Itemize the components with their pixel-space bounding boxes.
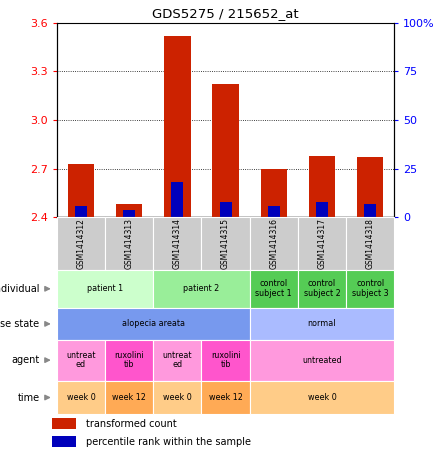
Title: GDS5275 / 215652_at: GDS5275 / 215652_at: [152, 7, 299, 20]
Bar: [153, 217, 201, 270]
Text: GSM1414312: GSM1414312: [77, 218, 85, 269]
Bar: [153, 340, 201, 381]
Bar: [52, 436, 76, 447]
Bar: [201, 217, 250, 270]
Text: alopecia areata: alopecia areata: [122, 319, 185, 328]
Bar: [57, 340, 105, 381]
Bar: [164, 36, 191, 217]
Text: week 0: week 0: [67, 393, 95, 402]
Text: percentile rank within the sample: percentile rank within the sample: [86, 437, 251, 447]
Text: GSM1414314: GSM1414314: [173, 218, 182, 269]
Bar: [57, 308, 250, 340]
Text: week 0: week 0: [307, 393, 336, 402]
Bar: [261, 169, 287, 217]
Bar: [250, 340, 394, 381]
Bar: [309, 156, 335, 217]
Text: control
subject 3: control subject 3: [352, 280, 389, 298]
Bar: [346, 270, 394, 308]
Text: week 12: week 12: [112, 393, 146, 402]
Text: individual: individual: [0, 284, 39, 294]
Bar: [57, 381, 105, 414]
Bar: [212, 84, 239, 217]
Text: GSM1414317: GSM1414317: [318, 218, 326, 269]
Bar: [316, 202, 328, 217]
Bar: [153, 381, 201, 414]
Bar: [105, 381, 153, 414]
Text: GSM1414313: GSM1414313: [125, 218, 134, 269]
Bar: [57, 217, 105, 270]
Text: ruxolini
tib: ruxolini tib: [211, 351, 240, 370]
Bar: [153, 270, 250, 308]
Text: disease state: disease state: [0, 319, 39, 329]
Bar: [219, 202, 232, 217]
Bar: [201, 381, 250, 414]
Bar: [57, 270, 153, 308]
Bar: [250, 308, 394, 340]
Bar: [364, 204, 376, 217]
Text: normal: normal: [307, 319, 336, 328]
Text: untreat
ed: untreat ed: [66, 351, 96, 370]
Text: transformed count: transformed count: [86, 419, 177, 429]
Text: week 12: week 12: [208, 393, 243, 402]
Text: patient 2: patient 2: [184, 284, 219, 293]
Text: control
subject 2: control subject 2: [304, 280, 340, 298]
Bar: [298, 270, 346, 308]
Text: ruxolini
tib: ruxolini tib: [114, 351, 144, 370]
Bar: [346, 217, 394, 270]
Bar: [298, 217, 346, 270]
Bar: [116, 204, 142, 217]
Bar: [105, 340, 153, 381]
Text: GSM1414318: GSM1414318: [366, 218, 374, 269]
Text: GSM1414315: GSM1414315: [221, 218, 230, 269]
Bar: [250, 381, 394, 414]
Text: time: time: [17, 392, 39, 403]
Bar: [250, 270, 298, 308]
Bar: [68, 164, 94, 217]
Bar: [105, 217, 153, 270]
Bar: [171, 183, 184, 217]
Bar: [123, 210, 135, 217]
Bar: [268, 206, 280, 217]
Bar: [201, 340, 250, 381]
Text: agent: agent: [11, 355, 39, 365]
Bar: [250, 217, 298, 270]
Bar: [75, 206, 87, 217]
Text: patient 1: patient 1: [87, 284, 123, 293]
Text: week 0: week 0: [163, 393, 192, 402]
Text: untreated: untreated: [302, 356, 342, 365]
Bar: [357, 157, 383, 217]
Text: untreat
ed: untreat ed: [162, 351, 192, 370]
Text: GSM1414316: GSM1414316: [269, 218, 278, 269]
Bar: [52, 419, 76, 429]
Text: control
subject 1: control subject 1: [255, 280, 292, 298]
